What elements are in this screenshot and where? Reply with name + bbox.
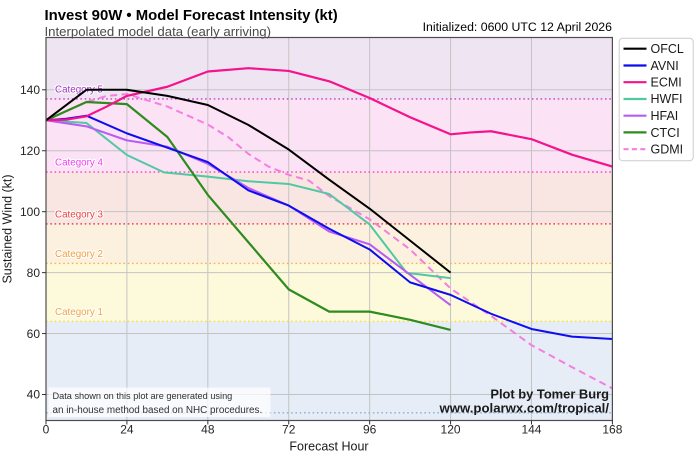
svg-text:CTCI: CTCI — [651, 126, 680, 140]
svg-text:Category 2: Category 2 — [55, 249, 103, 260]
svg-text:72: 72 — [282, 423, 296, 437]
svg-text:120: 120 — [441, 423, 461, 437]
svg-text:Sustained Wind (kt): Sustained Wind (kt) — [1, 174, 15, 283]
svg-text:100: 100 — [20, 205, 40, 219]
svg-text:48: 48 — [201, 423, 215, 437]
svg-text:GDMI: GDMI — [651, 143, 684, 157]
svg-text:Forecast Hour: Forecast Hour — [289, 440, 368, 454]
svg-text:144: 144 — [521, 423, 541, 437]
svg-text:80: 80 — [27, 266, 41, 280]
svg-text:Plot by Tomer Burg: Plot by Tomer Burg — [490, 387, 609, 402]
svg-text:Category 5: Category 5 — [55, 84, 103, 95]
svg-text:168: 168 — [602, 423, 622, 437]
svg-text:HFAI: HFAI — [651, 109, 679, 123]
svg-text:Initialized: 0600 UTC 12 April: Initialized: 0600 UTC 12 April 2026 — [423, 20, 613, 34]
svg-text:HWFI: HWFI — [651, 92, 683, 106]
svg-text:Category 3: Category 3 — [55, 209, 103, 220]
svg-text:96: 96 — [363, 423, 377, 437]
svg-text:120: 120 — [20, 144, 40, 158]
svg-text:AVNI: AVNI — [651, 59, 679, 73]
svg-text:OFCL: OFCL — [651, 42, 684, 56]
svg-text:60: 60 — [27, 327, 41, 341]
svg-text:40: 40 — [27, 388, 41, 402]
svg-text:Category 4: Category 4 — [55, 158, 103, 169]
svg-text:www.polarwx.com/tropical/: www.polarwx.com/tropical/ — [438, 400, 609, 415]
svg-text:Category 1: Category 1 — [55, 307, 103, 318]
svg-text:Invest 90W • Model Forecast In: Invest 90W • Model Forecast Intensity (k… — [45, 8, 338, 24]
svg-text:ECMI: ECMI — [651, 76, 682, 90]
svg-text:140: 140 — [20, 83, 40, 97]
svg-text:Data shown on this plot are ge: Data shown on this plot are generated us… — [53, 391, 233, 401]
svg-text:Interpolated model data (early: Interpolated model data (early arriving) — [45, 24, 272, 39]
svg-text:24: 24 — [120, 423, 134, 437]
svg-text:0: 0 — [43, 423, 50, 437]
svg-text:an in-house method based on NH: an in-house method based on NHC procedur… — [53, 405, 263, 416]
